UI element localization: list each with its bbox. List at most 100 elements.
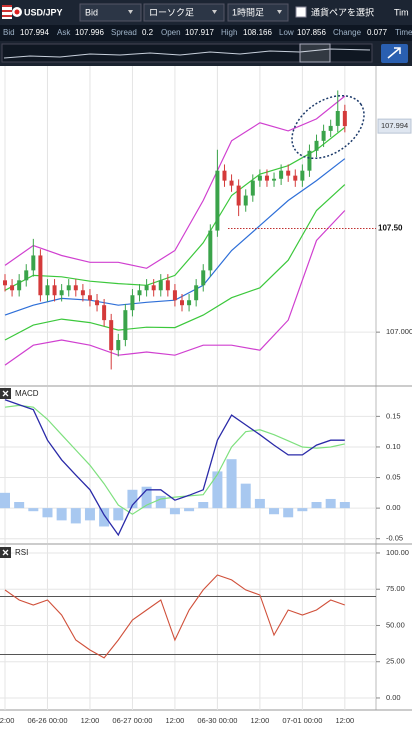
histogram-bar	[325, 498, 336, 509]
x-tick-label: 06-30 00:00	[197, 716, 237, 725]
candle-body	[73, 285, 78, 291]
close-icon	[2, 390, 9, 397]
candle-body	[24, 270, 29, 281]
y-tick-label: 107.000	[386, 327, 412, 336]
zoom-icon	[387, 47, 401, 59]
candle-body	[31, 255, 36, 271]
histogram-bar	[14, 502, 25, 509]
price-type-dropdown[interactable]	[79, 3, 142, 22]
x-tick-label: 07-01 00:00	[282, 716, 322, 725]
candle-body	[264, 175, 269, 181]
price-marker-label: 107.994	[381, 121, 408, 130]
price-type: Bid	[85, 7, 98, 17]
histogram-bar	[212, 471, 223, 509]
candle-body	[300, 170, 305, 181]
candle-body	[250, 180, 255, 196]
y-tick-label: 0.15	[386, 411, 401, 420]
quote-bar	[0, 25, 412, 41]
quote-value: 107.917	[185, 28, 214, 37]
histogram-bar	[28, 508, 39, 512]
interval-dropdown[interactable]	[227, 3, 289, 22]
quote-value: 107.996	[75, 28, 104, 37]
quote-label: Spread	[111, 28, 137, 37]
x-tick-label: 12:00	[0, 716, 14, 725]
checkbox[interactable]	[295, 6, 307, 18]
histogram-bar	[70, 508, 81, 524]
pair-select: 通貨ペアを選択	[311, 6, 374, 17]
rsi-line	[4, 574, 345, 659]
y-tick-label: 75.00	[386, 584, 405, 593]
bollinger-upper2	[4, 95, 346, 269]
close-icon	[2, 549, 9, 556]
candle-body	[187, 300, 192, 306]
candle-body	[52, 285, 57, 296]
quote-value: 107.994	[20, 28, 49, 37]
y-tick-label: 0.00	[386, 503, 401, 512]
candle-body	[307, 150, 312, 171]
histogram-bar	[141, 486, 152, 509]
quote-label: Bid	[3, 28, 15, 37]
histogram-bar	[240, 483, 251, 509]
candle-body	[17, 280, 22, 291]
highlight-ellipse	[291, 94, 365, 160]
macd-line	[4, 399, 345, 537]
histogram-bar	[113, 508, 124, 521]
candle-body	[328, 125, 333, 131]
x-tick-label: 12:00	[335, 716, 354, 725]
candle-body	[243, 195, 248, 206]
chart-type-dropdown[interactable]	[143, 3, 225, 22]
dropdown-arrow	[128, 10, 133, 14]
plots: 12:00 06-26 00:00 12:00 06-27 00:00 12:00 06-…	[0, 66, 412, 725]
horizontal-line-label: 107.50	[378, 224, 403, 233]
candle-body	[151, 285, 156, 291]
candle-body	[10, 285, 15, 291]
histogram-bar	[226, 459, 237, 509]
candle-body	[279, 170, 284, 179]
candle-body	[116, 340, 121, 351]
candle-body	[87, 295, 92, 301]
candle-body	[208, 230, 213, 271]
candle-body	[137, 290, 142, 296]
quote-value: 107.856	[297, 28, 326, 37]
candle-body	[201, 270, 206, 286]
candle-body	[257, 175, 262, 181]
candle-body	[321, 130, 326, 141]
quote-value: 108.166	[243, 28, 272, 37]
quote-label: High	[221, 28, 237, 37]
signal-line	[4, 404, 345, 515]
histogram-bar	[254, 498, 265, 509]
candle-body	[286, 170, 291, 176]
quote-label: Time	[395, 28, 412, 37]
candle-body	[335, 110, 340, 126]
bollinger-lower1	[4, 184, 346, 341]
candle-body	[215, 170, 220, 231]
candle-body	[194, 285, 199, 301]
candle-body	[229, 180, 234, 186]
navigator-track	[1, 43, 373, 63]
symbol[interactable]: USD/JPY	[24, 7, 63, 17]
histogram-bar	[269, 508, 280, 515]
y-tick-label: 25.00	[386, 657, 405, 666]
candle-body	[236, 185, 241, 206]
flag-icon	[2, 5, 22, 19]
dropdown-arrow	[212, 10, 217, 14]
quote-value: 0.2	[142, 28, 154, 37]
x-tick-label: 12:00	[166, 716, 185, 725]
quote-label: Change	[333, 28, 362, 37]
y-tick-label: 50.00	[386, 620, 405, 629]
histogram-bar	[56, 508, 67, 521]
y-tick-label: 100.00	[386, 548, 409, 557]
histogram-bar	[339, 502, 350, 509]
candle-body	[165, 280, 170, 291]
candle-body	[342, 110, 347, 127]
y-tick-label: 0.00	[386, 693, 401, 702]
candle-body	[109, 320, 114, 351]
candle-body	[314, 140, 319, 151]
histogram-bar	[297, 508, 308, 512]
candle-body	[123, 310, 128, 341]
navigator-window[interactable]	[299, 43, 331, 63]
histogram-bar	[42, 508, 53, 518]
chart-type: ローソク足	[149, 7, 194, 17]
x-tick-label: 12:00	[250, 716, 269, 725]
